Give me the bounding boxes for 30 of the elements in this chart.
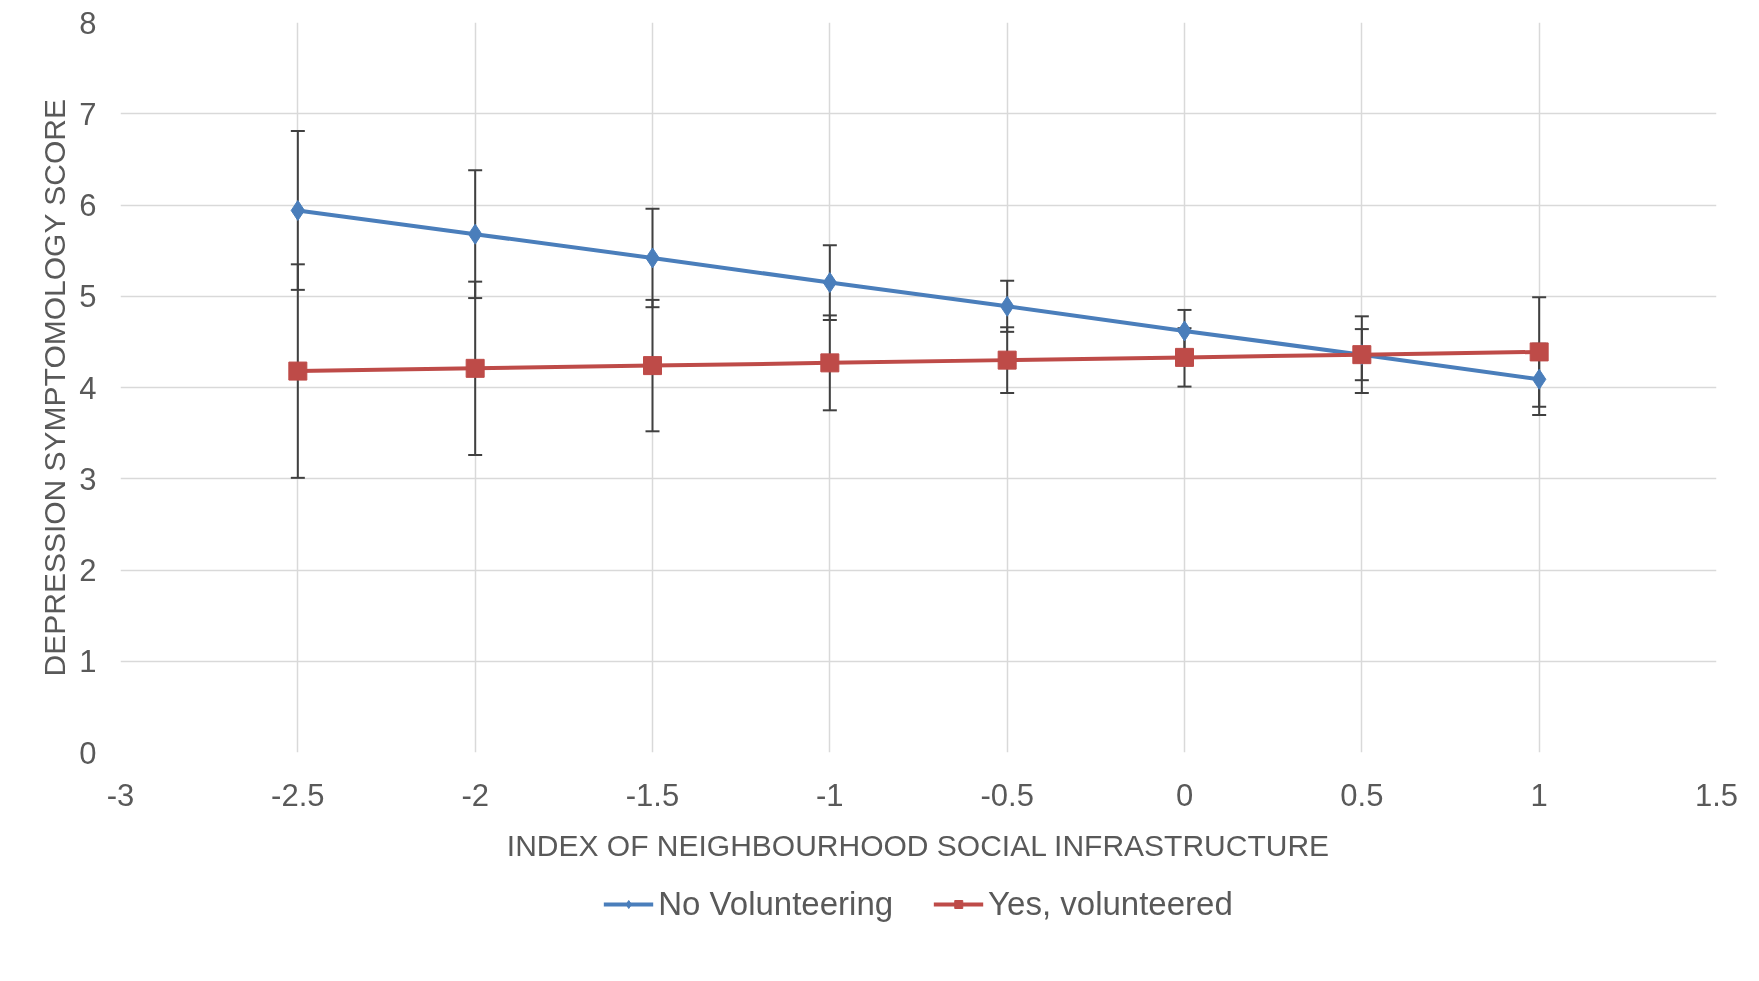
x-tick-label: -2 bbox=[461, 777, 489, 813]
y-axis-title: DEPRESSION SYMPTOMOLOGY SCORE bbox=[38, 99, 72, 677]
x-tick-label: -1 bbox=[816, 777, 844, 813]
y-tick-label: 4 bbox=[79, 370, 97, 406]
point bbox=[643, 356, 662, 376]
point bbox=[288, 361, 308, 381]
x-tick-label: 0.5 bbox=[1340, 777, 1384, 813]
x-tick-label: -1.5 bbox=[625, 777, 680, 813]
x-tick-label: 0 bbox=[1175, 777, 1194, 813]
y-tick-label: 2 bbox=[79, 553, 97, 588]
y-tick-label: 7 bbox=[79, 96, 97, 132]
point bbox=[997, 350, 1017, 370]
y-tick-label: 5 bbox=[79, 279, 97, 315]
legend-label: No Volunteering bbox=[658, 885, 894, 923]
legend-label: Yes, volunteered bbox=[988, 885, 1233, 923]
y-tick-label: 3 bbox=[79, 461, 97, 497]
point bbox=[1529, 342, 1549, 362]
y-tick-label: 8 bbox=[79, 5, 97, 41]
x-axis-title: INDEX OF NEIGHBOURHOOD SOCIAL INFRASTRUCTURE bbox=[506, 828, 1330, 862]
x-tick-label: -0.5 bbox=[980, 777, 1034, 813]
y-tick-label: 0 bbox=[79, 735, 97, 771]
x-tick-label: 1.5 bbox=[1694, 777, 1739, 813]
point bbox=[1175, 347, 1194, 367]
y-tick-label: 6 bbox=[79, 188, 97, 223]
point bbox=[465, 358, 485, 378]
point bbox=[820, 353, 840, 373]
y-tick-label: 1 bbox=[79, 644, 97, 680]
x-tick-label: -3 bbox=[106, 777, 135, 813]
x-tick-label: -2.5 bbox=[271, 777, 325, 813]
x-tick-label: 1 bbox=[1530, 777, 1548, 813]
